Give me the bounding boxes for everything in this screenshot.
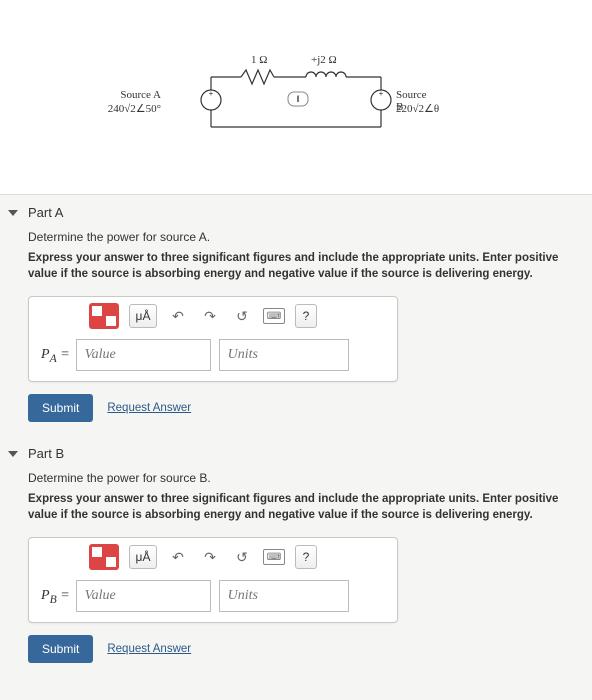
source-a-name: Source A bbox=[91, 89, 161, 101]
answer-box-b: μÅ ↶ ↷ ↺ ? PB = bbox=[28, 537, 398, 623]
submit-button-b[interactable]: Submit bbox=[28, 635, 93, 663]
svg-text:I: I bbox=[297, 94, 300, 104]
template-icon[interactable] bbox=[89, 303, 119, 329]
resistor-label: 1 Ω bbox=[251, 54, 267, 66]
part-b-header[interactable]: Part B bbox=[0, 436, 592, 465]
undo-icon[interactable]: ↶ bbox=[167, 546, 189, 568]
source-a-value: 240√2∠50° bbox=[91, 102, 161, 115]
mu-button[interactable]: μÅ bbox=[129, 304, 157, 328]
part-b-body: Determine the power for source B. Expres… bbox=[0, 465, 592, 677]
chevron-down-icon bbox=[8, 210, 18, 216]
source-b-value: 220√2∠θ bbox=[396, 102, 439, 115]
toolbar-a: μÅ ↶ ↷ ↺ ? bbox=[29, 297, 397, 333]
undo-icon[interactable]: ↶ bbox=[167, 305, 189, 327]
units-input-a[interactable] bbox=[219, 339, 349, 371]
part-a-prompt: Determine the power for source A. bbox=[28, 230, 564, 244]
value-input-b[interactable] bbox=[76, 580, 211, 612]
answer-box-a: μÅ ↶ ↷ ↺ ? PA = bbox=[28, 296, 398, 382]
help-button[interactable]: ? bbox=[295, 545, 317, 569]
inductor-label: +j2 Ω bbox=[311, 54, 337, 66]
part-b-title: Part B bbox=[28, 446, 64, 461]
part-a-header[interactable]: Part A bbox=[0, 195, 592, 224]
help-button[interactable]: ? bbox=[295, 304, 317, 328]
keyboard-icon[interactable] bbox=[263, 305, 285, 327]
part-b-prompt: Determine the power for source B. bbox=[28, 471, 564, 485]
redo-icon[interactable]: ↷ bbox=[199, 305, 221, 327]
request-answer-link-b[interactable]: Request Answer bbox=[107, 643, 191, 655]
redo-icon[interactable]: ↷ bbox=[199, 546, 221, 568]
submit-button-a[interactable]: Submit bbox=[28, 394, 93, 422]
value-input-a[interactable] bbox=[76, 339, 211, 371]
var-label-a: PA = bbox=[37, 339, 76, 371]
reset-icon[interactable]: ↺ bbox=[231, 546, 253, 568]
part-b-instructions: Express your answer to three significant… bbox=[28, 491, 564, 523]
request-answer-link-a[interactable]: Request Answer bbox=[107, 402, 191, 414]
svg-text:+: + bbox=[209, 89, 214, 98]
circuit-figure: + + I 1 Ω +j2 Ω Source A 240√2∠50° Sourc… bbox=[0, 0, 592, 195]
part-a-instructions: Express your answer to three significant… bbox=[28, 250, 564, 282]
var-label-b: PB = bbox=[37, 580, 76, 612]
mu-button[interactable]: μÅ bbox=[129, 545, 157, 569]
units-input-b[interactable] bbox=[219, 580, 349, 612]
part-a-body: Determine the power for source A. Expres… bbox=[0, 224, 592, 436]
svg-text:+: + bbox=[379, 89, 384, 98]
part-a-title: Part A bbox=[28, 205, 63, 220]
chevron-down-icon bbox=[8, 451, 18, 457]
toolbar-b: μÅ ↶ ↷ ↺ ? bbox=[29, 538, 397, 574]
reset-icon[interactable]: ↺ bbox=[231, 305, 253, 327]
template-icon[interactable] bbox=[89, 544, 119, 570]
keyboard-icon[interactable] bbox=[263, 546, 285, 568]
